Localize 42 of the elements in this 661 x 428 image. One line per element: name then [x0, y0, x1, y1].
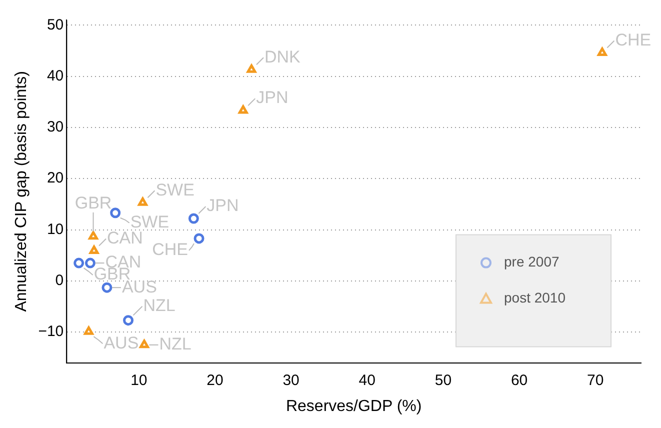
annotation: SWE: [156, 180, 194, 200]
x-tick-label: 60: [510, 372, 528, 389]
annotation: JPN: [256, 88, 288, 108]
annotation: AUS: [104, 333, 139, 352]
annotation: NZL: [159, 334, 192, 354]
point: [138, 197, 148, 206]
x-tick-label: 70: [587, 372, 604, 389]
y-tick-label: 10: [46, 220, 64, 238]
y-tick-label: 40: [46, 67, 64, 84]
legend-label: post 2010: [504, 290, 566, 306]
point: [194, 233, 204, 244]
annotation: CHE: [615, 30, 652, 50]
legend-label: pre 2007: [504, 254, 560, 270]
point: [88, 231, 98, 240]
y-tick-label: 50: [46, 16, 64, 34]
point: [123, 315, 134, 326]
annotation: JPN: [206, 196, 239, 216]
x-tick-label: 10: [130, 372, 148, 389]
point: [110, 208, 121, 218]
x-tick-label: 30: [282, 372, 300, 389]
x-tick-label: 50: [434, 372, 452, 389]
x-axis-title: Reserves/GDP (%): [286, 398, 422, 415]
y-axis-title: Annualized CIP gap (basis points): [13, 71, 30, 312]
point: [102, 282, 112, 293]
y-tick-label: 0: [55, 272, 64, 290]
point: [597, 47, 607, 56]
annotation: CHE: [152, 240, 188, 260]
x-tick-label: 20: [206, 372, 224, 389]
point: [84, 258, 96, 268]
y-tick-label: 30: [46, 118, 64, 136]
point: [84, 326, 94, 335]
annotation: DNK: [264, 47, 302, 66]
point: [188, 213, 199, 224]
point: [238, 105, 248, 114]
y-tick-label: 20: [46, 170, 64, 187]
annotation: NZL: [143, 296, 176, 316]
point: [89, 246, 99, 254]
point: [246, 64, 256, 73]
annotation: GBR: [74, 194, 112, 213]
x-tick-label: 40: [358, 372, 376, 389]
y-tick-label: −10: [38, 323, 64, 340]
point: [74, 258, 84, 268]
